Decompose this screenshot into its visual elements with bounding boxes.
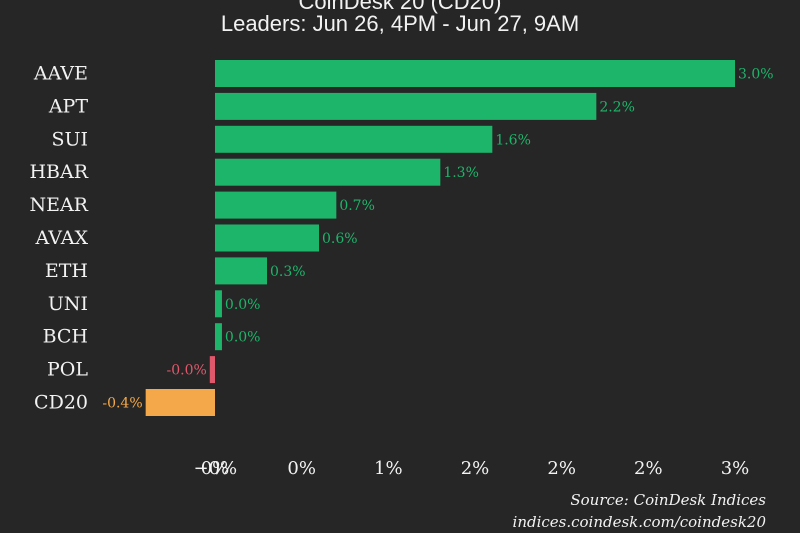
- value-label: 0.3%: [270, 264, 306, 280]
- category-label: APT: [48, 95, 89, 117]
- bar-cd20: [145, 389, 215, 416]
- x-tick-label: −0%: [194, 458, 238, 479]
- bar-pol: [209, 356, 215, 384]
- bar-eth: [215, 257, 267, 285]
- chart-title: CoinDesk 20 (CD20): [299, 0, 502, 14]
- bars-layer: [145, 60, 735, 416]
- x-tick-label: 1%: [374, 458, 403, 479]
- bar-avax: [215, 224, 319, 252]
- x-tick-label: 0%: [287, 458, 316, 479]
- x-tick-label: 2%: [461, 458, 490, 479]
- x-tick-label: 2%: [547, 458, 576, 479]
- bar-apt: [215, 92, 597, 120]
- value-label: 0.0%: [225, 330, 261, 346]
- category-label: AAVE: [33, 63, 88, 85]
- category-label: CD20: [34, 392, 88, 414]
- bar-aave: [215, 60, 735, 87]
- chart-subtitle: Leaders: Jun 26, 4PM - Jun 27, 9AM: [221, 11, 579, 36]
- value-label: 0.7%: [339, 198, 375, 214]
- x-axis-ticks: −0%0% 0% 1% 2% 2% 2% 3%: [194, 458, 750, 479]
- value-label: 0.6%: [322, 231, 358, 247]
- category-label: AVAX: [35, 227, 89, 249]
- value-labels: 3.0% 2.2% 1.6% 1.3% 0.7% 0.6% 0.3% 0.0% 0.0% -0.0…: [102, 67, 773, 412]
- bar-near: [215, 191, 337, 219]
- value-label: 2.2%: [599, 99, 635, 115]
- bar-hbar: [215, 158, 441, 186]
- bar-bch: [215, 323, 222, 351]
- value-label: -0.0%: [166, 363, 206, 379]
- source-note: Source: CoinDesk Indices: [570, 491, 766, 509]
- value-label: 1.6%: [495, 132, 531, 148]
- value-label: 0.0%: [225, 297, 261, 313]
- category-label: SUI: [51, 128, 88, 150]
- category-label: ETH: [45, 260, 88, 282]
- value-label: 1.3%: [443, 165, 479, 181]
- value-label: -0.4%: [102, 396, 142, 412]
- x-tick-label: 2%: [634, 458, 663, 479]
- bar-uni: [215, 290, 222, 318]
- category-labels: AAVE APT SUI HBAR NEAR AVAX ETH UNI BCH POL CD20: [29, 63, 88, 414]
- category-label: NEAR: [29, 194, 88, 216]
- x-tick-label: 3%: [721, 458, 750, 479]
- category-label: HBAR: [29, 161, 88, 183]
- category-label: UNI: [48, 293, 88, 315]
- bar-sui: [215, 125, 493, 153]
- x-tick-label: 0%: [201, 458, 230, 479]
- source-url: indices.coindesk.com/coindesk20: [513, 513, 767, 531]
- category-label: POL: [47, 359, 88, 381]
- category-label: BCH: [43, 326, 88, 348]
- value-label: 3.0%: [738, 67, 774, 83]
